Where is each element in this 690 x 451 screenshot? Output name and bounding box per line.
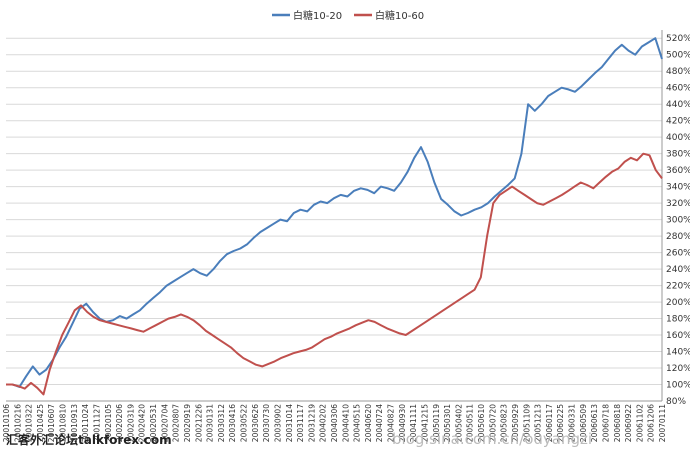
x-axis: 20010106 20010216 20010322 20010425 20010607… bbox=[2, 400, 667, 442]
watermarks: 汇客外汇论坛talkforex.com blog.sina.com.cn/ouy… bbox=[6, 430, 592, 448]
x-tick-label: 20040306 bbox=[330, 404, 339, 442]
x-tick-label: 20070111 bbox=[658, 404, 667, 442]
x-tick-label: 20041215 bbox=[420, 404, 429, 442]
x-tick-label: 20020531 bbox=[149, 404, 158, 442]
x-tick-label: 20030902 bbox=[273, 404, 282, 442]
x-tick-label: 20020319 bbox=[126, 404, 135, 442]
y-tick-label: 460% bbox=[666, 84, 690, 94]
x-tick-label: 20030416 bbox=[228, 404, 237, 442]
x-tick-label: 20031219 bbox=[307, 404, 316, 442]
x-tick-label: 20040724 bbox=[375, 404, 384, 442]
y-tick-label: 380% bbox=[666, 150, 690, 160]
x-tick-label: 20010216 bbox=[13, 404, 22, 442]
x-tick-label: 20040202 bbox=[319, 404, 328, 442]
y-tick-label: 200% bbox=[666, 298, 690, 308]
x-tick-label: 20040930 bbox=[398, 404, 407, 442]
x-tick-label: 20060225 bbox=[556, 404, 565, 442]
x-tick-label: 20011024 bbox=[81, 404, 90, 442]
x-tick-label: 20051109 bbox=[522, 404, 531, 442]
x-tick-label: 20060922 bbox=[624, 404, 633, 442]
x-tick-label: 20051213 bbox=[534, 404, 543, 442]
y-tick-label: 480% bbox=[666, 67, 690, 77]
x-tick-label: 20011127 bbox=[92, 404, 101, 442]
x-tick-label: 20030626 bbox=[251, 404, 260, 442]
y-tick-label: 220% bbox=[666, 282, 690, 292]
x-tick-label: 20050301 bbox=[443, 404, 452, 442]
x-tick-label: 20020704 bbox=[160, 404, 169, 442]
x-tick-label: 20020807 bbox=[172, 404, 181, 442]
x-tick-label: 20061102 bbox=[635, 404, 644, 442]
x-tick-label: 20010322 bbox=[25, 404, 34, 442]
x-tick-label: 20061206 bbox=[647, 404, 656, 442]
x-tick-label: 20010810 bbox=[59, 404, 68, 442]
y-tick-label: 240% bbox=[666, 265, 690, 275]
x-tick-label: 20040620 bbox=[364, 404, 373, 442]
y-tick-label: 160% bbox=[666, 331, 690, 341]
series-line-2 bbox=[6, 152, 663, 396]
series-line-1 bbox=[6, 37, 663, 388]
x-tick-label: 20050402 bbox=[454, 404, 463, 442]
y-tick-label: 120% bbox=[666, 364, 690, 374]
x-tick-label: 20060818 bbox=[613, 404, 622, 442]
y-tick-label: 180% bbox=[666, 315, 690, 325]
y-tick-label: 340% bbox=[666, 183, 690, 193]
legend-label-1: 白糖10-20 bbox=[293, 9, 342, 22]
y-tick-label: 400% bbox=[666, 133, 690, 143]
x-tick-label: 20020919 bbox=[183, 404, 192, 442]
y-tick-label: 300% bbox=[666, 216, 690, 226]
y-tick-label: 80% bbox=[666, 397, 686, 407]
watermark-right: blog.sina.com.cn/ouyangzi bbox=[392, 430, 592, 448]
y-tick-label: 500% bbox=[666, 51, 690, 61]
y-tick-label: 100% bbox=[666, 381, 690, 391]
y-axis: 80% 100% 120% 140% 160% 180% 200% 220% 240% 260% 2… bbox=[661, 30, 690, 407]
x-tick-label: 20050610 bbox=[477, 404, 486, 442]
x-tick-label: 20031014 bbox=[285, 404, 294, 442]
x-tick-label: 20010607 bbox=[47, 404, 56, 442]
legend: 白糖10-20 白糖10-60 bbox=[272, 9, 424, 22]
x-tick-label: 20020206 bbox=[115, 404, 124, 442]
x-tick-label: 20040827 bbox=[387, 404, 396, 442]
y-tick-label: 260% bbox=[666, 249, 690, 259]
x-tick-label: 20010106 bbox=[2, 404, 11, 442]
x-tick-label: 20050119 bbox=[432, 404, 441, 442]
x-tick-label: 20020105 bbox=[104, 404, 113, 442]
x-tick-label: 20050823 bbox=[500, 404, 509, 442]
y-tick-label: 420% bbox=[666, 117, 690, 127]
x-tick-label: 20050720 bbox=[488, 404, 497, 442]
x-tick-label: 20060117 bbox=[545, 404, 554, 442]
y-tick-label: 140% bbox=[666, 348, 690, 358]
x-tick-label: 20031117 bbox=[296, 404, 305, 442]
x-tick-label: 20050929 bbox=[511, 404, 520, 442]
x-tick-label: 20030730 bbox=[262, 404, 271, 442]
x-tick-label: 20010913 bbox=[70, 404, 79, 442]
x-tick-label: 20021226 bbox=[194, 404, 203, 442]
x-tick-label: 20060509 bbox=[579, 404, 588, 442]
legend-label-2: 白糖10-60 bbox=[375, 9, 424, 22]
x-tick-label: 20040410 bbox=[341, 404, 350, 442]
x-tick-label: 20060718 bbox=[601, 404, 610, 442]
x-tick-label: 20020420 bbox=[138, 404, 147, 442]
y-tick-label: 320% bbox=[666, 199, 690, 209]
x-tick-label: 20030131 bbox=[206, 404, 215, 442]
x-tick-label: 20050511 bbox=[466, 404, 475, 442]
y-tick-label: 440% bbox=[666, 100, 690, 110]
y-tick-label: 520% bbox=[666, 34, 690, 44]
x-tick-label: 20040515 bbox=[353, 404, 362, 442]
series-lines bbox=[6, 37, 663, 396]
x-tick-label: 20030522 bbox=[240, 404, 249, 442]
x-tick-label: 20041111 bbox=[409, 404, 418, 442]
watermark-left: 汇客外汇论坛talkforex.com bbox=[6, 432, 172, 447]
x-tick-label: 20010425 bbox=[36, 404, 45, 442]
x-tick-label: 20060613 bbox=[590, 404, 599, 442]
x-tick-label: 20030312 bbox=[217, 404, 226, 442]
x-tick-label: 20060331 bbox=[568, 404, 577, 442]
y-tick-label: 360% bbox=[666, 166, 690, 176]
y-tick-label: 280% bbox=[666, 232, 690, 242]
